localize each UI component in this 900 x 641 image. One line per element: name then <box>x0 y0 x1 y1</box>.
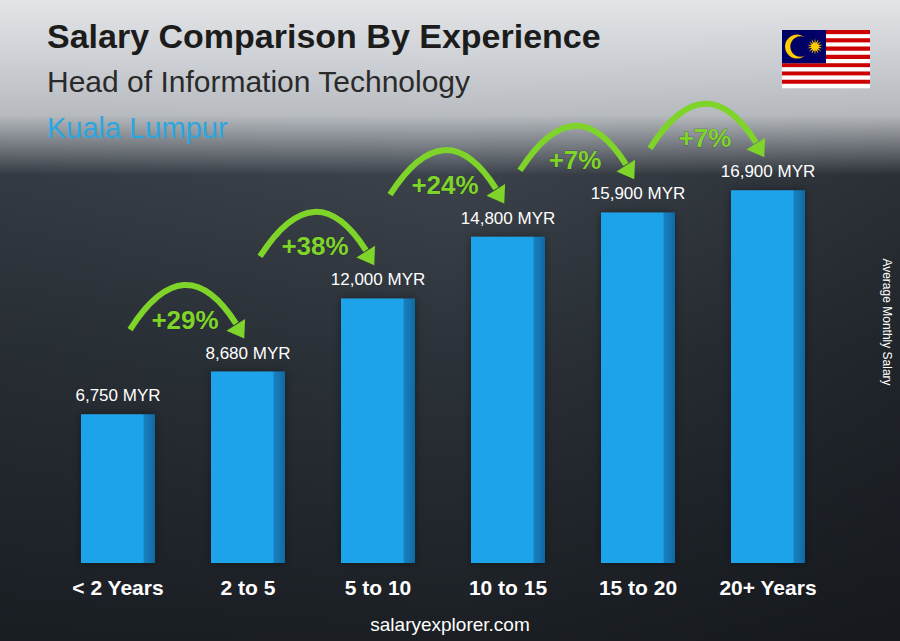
svg-text:10 to 15: 10 to 15 <box>469 576 548 599</box>
svg-text:8,680 MYR: 8,680 MYR <box>205 344 290 363</box>
svg-text:< 2 Years: < 2 Years <box>72 576 163 599</box>
svg-text:6,750 MYR: 6,750 MYR <box>75 386 160 405</box>
svg-text:12,000 MYR: 12,000 MYR <box>331 270 426 289</box>
svg-text:20+ Years: 20+ Years <box>719 576 816 599</box>
svg-text:Kuala Lumpur: Kuala Lumpur <box>47 112 228 144</box>
svg-text:+7%: +7% <box>679 123 732 153</box>
svg-text:+7%: +7% <box>549 145 602 175</box>
svg-text:+29%: +29% <box>151 305 218 335</box>
svg-text:salaryexplorer.com: salaryexplorer.com <box>370 614 529 635</box>
svg-text:+38%: +38% <box>281 231 348 261</box>
svg-text:+24%: +24% <box>411 170 478 200</box>
svg-text:Head of Information Technology: Head of Information Technology <box>47 65 470 98</box>
svg-text:14,800 MYR: 14,800 MYR <box>461 209 556 228</box>
svg-text:15,900 MYR: 15,900 MYR <box>591 184 686 203</box>
svg-text:5 to 10: 5 to 10 <box>345 576 412 599</box>
svg-text:16,900 MYR: 16,900 MYR <box>721 162 816 181</box>
svg-text:2 to 5: 2 to 5 <box>221 576 276 599</box>
svg-text:15 to 20: 15 to 20 <box>599 576 677 599</box>
svg-text:Average Monthly Salary: Average Monthly Salary <box>880 258 894 385</box>
svg-text:Salary Comparison By Experienc: Salary Comparison By Experience <box>47 17 601 55</box>
